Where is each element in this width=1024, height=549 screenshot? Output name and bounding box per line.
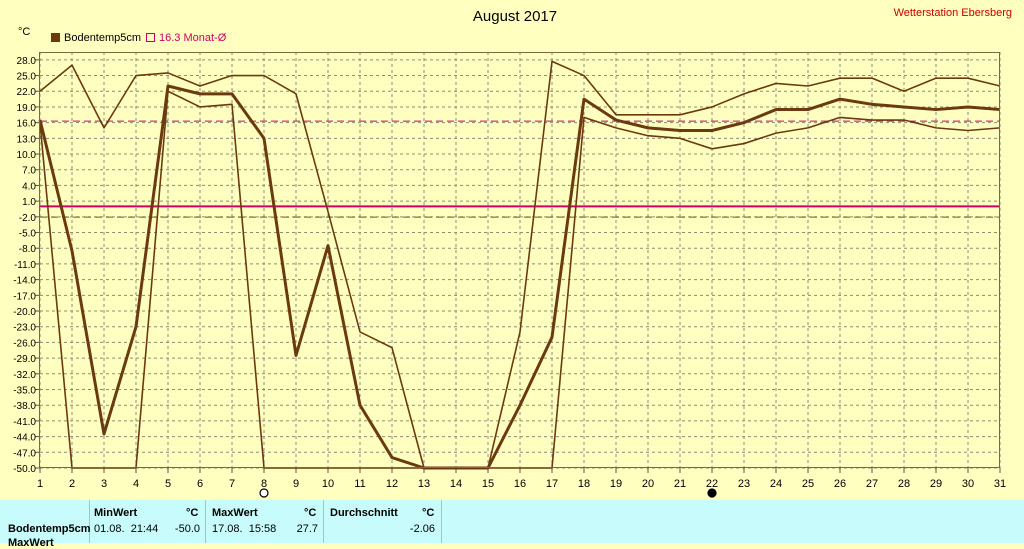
y-tick-label: 16.0 bbox=[17, 119, 37, 130]
x-tick-label: 20 bbox=[642, 478, 654, 490]
x-tick-label: 2 bbox=[69, 478, 75, 490]
x-axis-labels: 1 2 3 4 5 6 7 8 9 10 11 12 13 14 15 16 17 18 19 20 21 22 23 24 2… bbox=[37, 478, 1006, 490]
min-time: 01.08. 21:44 bbox=[94, 523, 159, 535]
x-tick-label: 10 bbox=[322, 478, 334, 490]
x-tick-label: 12 bbox=[386, 478, 398, 490]
day-markers bbox=[259, 488, 717, 498]
x-tick-label: 30 bbox=[962, 478, 974, 490]
y-tick-label: 25.0 bbox=[17, 72, 37, 83]
chart: August 2017 Wetterstation Ebersberg °C B… bbox=[13, 7, 1012, 498]
y-tick-label: -2.0 bbox=[19, 213, 37, 224]
row-label-2: MaxWert bbox=[8, 537, 54, 549]
x-tick-label: 28 bbox=[898, 478, 910, 490]
legend-label-soil-temp: Bodentemp5cm bbox=[64, 32, 141, 44]
x-tick-label: 9 bbox=[293, 478, 299, 490]
y-tick-label: 19.0 bbox=[17, 103, 37, 114]
x-tick-label: 21 bbox=[674, 478, 686, 490]
min-value: -50.0 bbox=[174, 523, 200, 535]
y-tick-label: -44.0 bbox=[13, 433, 36, 444]
y-tick-label: -11.0 bbox=[14, 260, 36, 271]
legend-swatch-month-avg bbox=[146, 33, 155, 42]
max-value: 27.7 bbox=[296, 523, 318, 535]
x-tick-label: 1 bbox=[37, 478, 43, 490]
y-axis-labels: 28.0 25.0 22.0 19.0 16.0 13.0 10.0 7.0 4.0 1.0 -2.… bbox=[13, 56, 36, 475]
legend-label-month-avg: 16.3 Monat-Ø bbox=[159, 32, 227, 44]
x-tick-label: 16 bbox=[514, 478, 526, 490]
x-tick-label: 26 bbox=[834, 478, 846, 490]
y-tick-label: -50.0 bbox=[13, 464, 36, 475]
y-tick-label: 1.0 bbox=[22, 197, 36, 208]
x-tick-label: 27 bbox=[866, 478, 878, 490]
max-time: 17.08. 15:58 bbox=[212, 523, 277, 535]
y-tick-label: -41.0 bbox=[13, 417, 36, 428]
x-tick-label: 17 bbox=[546, 478, 558, 490]
max-unit: °C bbox=[304, 507, 317, 519]
legend-swatch-soil-temp bbox=[51, 33, 60, 42]
reference-lines bbox=[40, 120, 1000, 218]
x-tick-label: 11 bbox=[354, 478, 365, 490]
x-tick-label: 25 bbox=[802, 478, 814, 490]
avg-header: Durchschnitt bbox=[330, 507, 398, 519]
y-tick-label: -38.0 bbox=[13, 401, 36, 412]
y-tick-label: -26.0 bbox=[13, 338, 36, 349]
x-tick-label: 6 bbox=[197, 478, 203, 490]
min-header: MinWert bbox=[94, 507, 138, 519]
open-circle-marker bbox=[259, 488, 269, 498]
y-tick-label: -29.0 bbox=[13, 354, 36, 365]
min-unit: °C bbox=[186, 507, 199, 519]
x-tick-label: 4 bbox=[133, 478, 139, 490]
station-name: Wetterstation Ebersberg bbox=[894, 7, 1012, 19]
x-tick-label: 5 bbox=[165, 478, 171, 490]
chart-title: August 2017 bbox=[473, 8, 557, 25]
x-tick-label: 29 bbox=[930, 478, 942, 490]
x-tick-label: 22 bbox=[706, 478, 718, 490]
y-tick-label: 7.0 bbox=[22, 166, 36, 177]
filled-circle-marker bbox=[707, 488, 717, 498]
y-tick-label: -35.0 bbox=[13, 386, 36, 397]
x-tick-label: 31 bbox=[994, 478, 1006, 490]
y-tick-label: -17.0 bbox=[13, 291, 36, 302]
x-tick-label: 14 bbox=[450, 478, 462, 490]
series-line-max bbox=[39, 60, 1001, 469]
stats-panel: MinWert °C MaxWert °C Durchschnitt °C Bo… bbox=[0, 500, 1024, 549]
x-tick-label: 23 bbox=[738, 478, 750, 490]
y-tick-label: 13.0 bbox=[17, 134, 37, 145]
y-tick-label: -8.0 bbox=[19, 244, 37, 255]
y-tick-label: -47.0 bbox=[13, 448, 36, 459]
x-tick-label: 15 bbox=[482, 478, 494, 490]
y-tick-label: 10.0 bbox=[17, 150, 37, 161]
y-tick-label: 22.0 bbox=[17, 87, 37, 98]
x-tick-label: 13 bbox=[418, 478, 430, 490]
max-header: MaxWert bbox=[212, 507, 258, 519]
y-axis-unit: °C bbox=[18, 26, 30, 38]
y-tick-label: -32.0 bbox=[13, 370, 36, 381]
y-tick-label: 4.0 bbox=[22, 181, 36, 192]
y-tick-label: -14.0 bbox=[13, 276, 36, 287]
x-tick-label: 3 bbox=[101, 478, 107, 490]
x-tick-label: 8 bbox=[261, 478, 267, 490]
series-line-avg bbox=[38, 84, 1001, 470]
x-tick-label: 18 bbox=[578, 478, 590, 490]
plot-frame bbox=[39, 52, 1000, 468]
y-tick-label: 28.0 bbox=[17, 56, 37, 67]
y-tick-label: -20.0 bbox=[13, 307, 36, 318]
x-tick-label: 24 bbox=[770, 478, 782, 490]
row-label: Bodentemp5cm bbox=[8, 523, 91, 535]
y-tick-label: -5.0 bbox=[19, 229, 37, 240]
avg-value: -2.06 bbox=[409, 523, 435, 535]
x-tick-label: 7 bbox=[229, 478, 235, 490]
x-tick-label: 19 bbox=[610, 478, 622, 490]
grid bbox=[35, 52, 1001, 473]
y-tick-label: -23.0 bbox=[13, 323, 36, 334]
avg-unit: °C bbox=[422, 507, 435, 519]
